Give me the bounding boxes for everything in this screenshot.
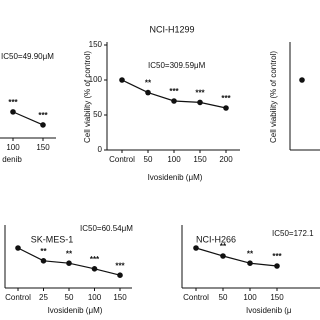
ic50-annotation: IC50=49.90μM <box>1 52 54 61</box>
x-tick-label: 50 <box>219 293 228 302</box>
x-tick-label: 150 <box>113 293 127 302</box>
y-tick-label: 50 <box>93 110 102 119</box>
data-point <box>247 260 253 267</box>
data-point <box>220 253 226 259</box>
significance: *** <box>38 111 48 120</box>
y-tick-label: 0 <box>98 145 103 154</box>
data-point <box>117 272 123 279</box>
y-tick-label: 100 <box>89 75 103 84</box>
data-point <box>193 245 199 251</box>
data-point <box>119 77 125 83</box>
x-tick-label: 100 <box>167 155 181 164</box>
significance: ** <box>145 79 152 88</box>
data-point <box>299 77 305 83</box>
y-axis-label: Cell viability (% of control) <box>269 51 278 143</box>
significance: *** <box>272 252 282 261</box>
significance: ** <box>247 249 254 258</box>
significance: *** <box>195 89 205 98</box>
x-tick-label: 100 <box>88 293 102 302</box>
x-tick-label: 150 <box>36 143 50 152</box>
ic50-annotation: IC50=172.1 <box>272 229 314 238</box>
panel-title: NCI-H266 <box>196 234 236 244</box>
x-tick-label: 200 <box>219 155 233 164</box>
data-point <box>145 89 151 96</box>
x-tick-label: Control <box>183 293 209 302</box>
panel-title: NCI-H1299 <box>149 24 194 34</box>
data-point <box>10 109 16 115</box>
data-point <box>40 122 46 128</box>
significance: *** <box>221 94 231 103</box>
x-tick-label: 100 <box>6 143 20 152</box>
significance: *** <box>169 87 179 96</box>
x-tick-label: Control <box>5 293 31 302</box>
data-point <box>40 258 47 264</box>
significance: *** <box>90 255 100 264</box>
data-point <box>274 263 280 269</box>
x-tick-label: 150 <box>270 293 284 302</box>
x-axis-label: Ivosidenib (μ <box>246 306 292 315</box>
x-tick-label: 50 <box>144 155 153 164</box>
significance: ** <box>220 242 227 251</box>
x-axis-label: denib <box>2 155 22 164</box>
data-point <box>91 266 98 272</box>
y-tick-label: 150 <box>89 40 103 49</box>
y-axis-label: Cell viability (% of control) <box>83 51 92 143</box>
x-tick-label: 100 <box>243 293 257 302</box>
ic50-annotation: IC50=60.54μM <box>80 224 133 233</box>
x-tick-label: 25 <box>39 293 48 302</box>
x-axis-label: Ivosidenib (μM) <box>48 306 103 315</box>
data-point <box>171 98 177 104</box>
significance: *** <box>115 261 125 270</box>
data-line <box>12 111 44 126</box>
significance: ** <box>66 249 73 258</box>
data-point <box>223 105 229 111</box>
x-tick-label: 150 <box>193 155 207 164</box>
data-line <box>195 247 278 267</box>
significance: *** <box>8 98 18 107</box>
significance: ** <box>40 247 47 256</box>
panel-title: SK-MES-1 <box>31 234 74 244</box>
ic50-annotation: IC50=309.59μM <box>148 61 206 70</box>
data-point <box>197 99 203 106</box>
x-tick-label: 50 <box>65 293 74 302</box>
data-point <box>66 260 72 267</box>
data-point <box>15 245 21 251</box>
x-axis-label: Ivosidenib (μM) <box>148 173 203 182</box>
x-tick-label: Control <box>109 155 135 164</box>
